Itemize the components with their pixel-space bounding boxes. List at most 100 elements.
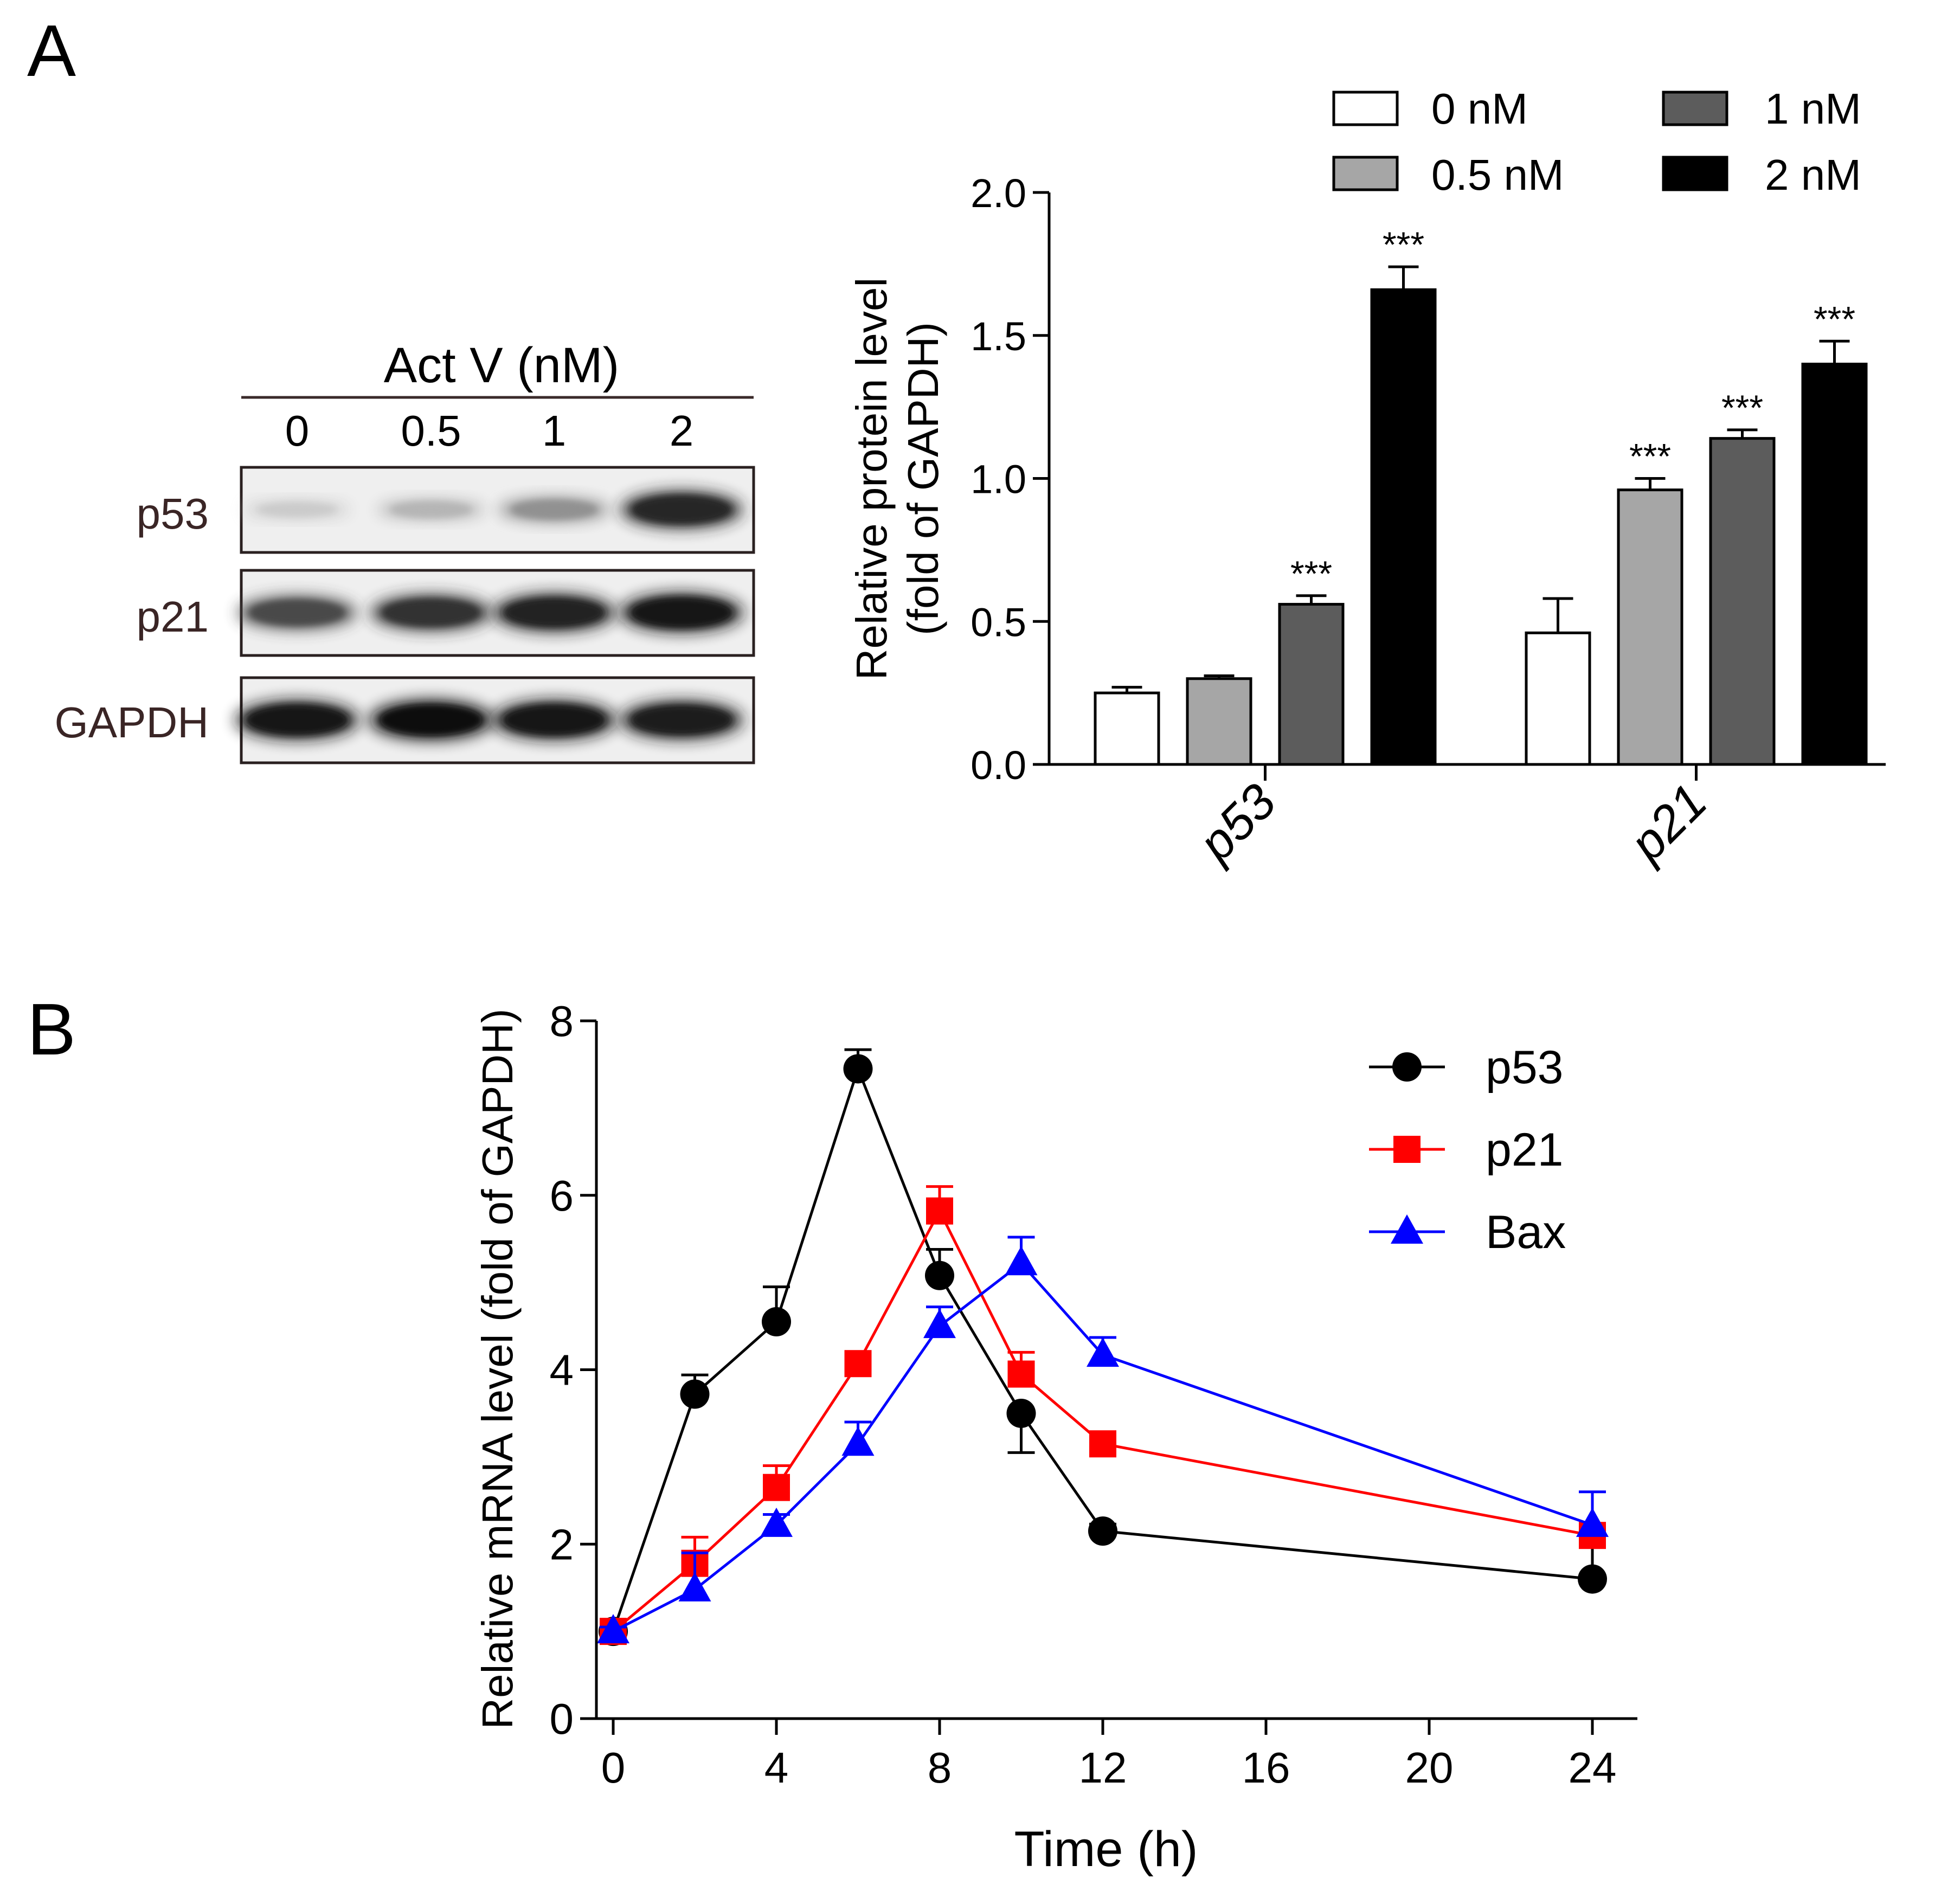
legend-marker-bax (1391, 1214, 1423, 1244)
legend-label: 0.5 nM (1431, 151, 1564, 199)
bar-y-tick-label: 1.0 (970, 457, 1026, 502)
point-p53 (1006, 1398, 1036, 1428)
bar-x-tick-label: p53 (1187, 774, 1287, 873)
series-line-p53 (612, 1065, 1593, 1632)
point-p53 (1088, 1516, 1117, 1546)
western-blot: Act V (nM) 0 0.5 1 2 p53 p21 GAPDH (55, 338, 755, 764)
bar-p21-0nM (1525, 631, 1591, 766)
line-x-tick-label: 24 (1569, 1744, 1617, 1792)
point-bax (923, 1309, 956, 1339)
blot-band-core (631, 597, 732, 628)
legend-label: 1 nM (1765, 85, 1861, 133)
blot-band-core (390, 501, 472, 518)
point-p21 (763, 1474, 790, 1501)
line-x-tick-label: 12 (1079, 1744, 1127, 1792)
blot-row-label: p53 (137, 490, 209, 538)
legend-swatch (1662, 156, 1728, 191)
bar-legend: 0 nM 0.5 nM 1 nM 2 nM (1332, 85, 1861, 199)
line-y-label: Relative mRNA level (fold of GAPDH) (473, 1008, 522, 1729)
blot-band-core (504, 598, 604, 627)
series-line-bax (612, 1261, 1593, 1633)
legend-label: Bax (1486, 1206, 1566, 1258)
point-bax (841, 1426, 875, 1456)
bar-p21-2nM (1801, 363, 1868, 766)
lane-label: 2 (670, 407, 694, 455)
bar-p21-05nM (1617, 488, 1683, 766)
bar-significance: *** (1629, 436, 1671, 477)
panel-label-a: A (27, 10, 76, 92)
bar-significance: *** (1721, 388, 1763, 428)
blot-band-core (249, 600, 345, 626)
bar-p53-2nM (1370, 288, 1437, 766)
legend-label: 2 nM (1765, 151, 1861, 199)
point-p53 (680, 1379, 710, 1409)
line-x-tick-label: 8 (928, 1744, 952, 1792)
point-bax (1087, 1337, 1119, 1367)
blot-band-core (503, 705, 605, 735)
bar-p21-1nM (1709, 437, 1776, 766)
bar-significance: *** (1383, 224, 1424, 265)
bar-y-tick-label: 0.0 (970, 743, 1026, 788)
bar-y-tick-label: 1.5 (970, 314, 1026, 359)
panel-label-b: B (27, 988, 76, 1070)
bar-y-tick-label: 2.0 (970, 171, 1026, 216)
point-bax (678, 1572, 711, 1601)
lane-label: 0.5 (401, 407, 461, 455)
line-x-tick-label: 20 (1405, 1744, 1454, 1792)
point-bax (760, 1507, 793, 1537)
line-y-tick-label: 0 (550, 1695, 574, 1743)
legend-label: p21 (1486, 1124, 1564, 1176)
point-p53 (925, 1260, 954, 1290)
bar-y-tick-label: 0.5 (970, 600, 1026, 645)
line-x-tick-label: 16 (1242, 1744, 1290, 1792)
blot-row-label: p21 (137, 593, 209, 641)
line-y-tick-label: 8 (550, 997, 574, 1045)
bar-p53-05nM (1186, 677, 1252, 766)
point-bax (1576, 1507, 1609, 1537)
series-line-p21 (612, 1208, 1593, 1633)
point-p21 (844, 1350, 872, 1378)
lane-label: 1 (542, 407, 567, 455)
bar-y-label: Relative protein level (847, 278, 896, 680)
lane-label: 0 (285, 407, 310, 455)
legend-swatch (1662, 91, 1728, 126)
point-p53 (762, 1307, 791, 1337)
line-y-tick-label: 4 (550, 1346, 574, 1394)
bar-p53-1nM (1278, 603, 1345, 766)
legend-swatch (1332, 91, 1399, 126)
legend-marker-p21 (1393, 1136, 1421, 1163)
line-legend: p53 p21 Bax (1369, 1041, 1566, 1258)
line-x-tick-label: 4 (764, 1744, 789, 1792)
bar-y-label-2: (fold of GAPDH) (899, 322, 947, 635)
point-bax (1005, 1246, 1038, 1276)
blot-band-core (258, 503, 337, 517)
blot-band-core (511, 500, 597, 519)
blot-band-core (247, 705, 348, 735)
line-x-tick-label: 0 (601, 1744, 626, 1792)
bar-significance: *** (1814, 299, 1855, 339)
line-y-tick-label: 6 (550, 1172, 574, 1220)
bar-x-tick-label: p21 (1618, 774, 1718, 873)
point-bax (597, 1614, 629, 1644)
blot-band-core (632, 495, 731, 524)
point-p21 (926, 1197, 953, 1225)
blot-band-core (382, 599, 480, 627)
point-p53 (1578, 1564, 1607, 1594)
bar-chart: 0.0 0.5 1.0 1.5 2.0 p53 p21 *** *** *** *** *** Re… (847, 85, 1886, 873)
legend-label: p53 (1486, 1041, 1564, 1093)
legend-swatch (1332, 156, 1399, 191)
bar-significance: *** (1290, 554, 1332, 594)
point-p53 (843, 1054, 873, 1084)
blot-band-core (380, 704, 482, 736)
line-x-label: Time (h) (1014, 1822, 1198, 1877)
legend-label: 0 nM (1431, 85, 1528, 133)
legend-marker-p53 (1392, 1052, 1422, 1082)
blot-row-label: GAPDH (55, 698, 209, 747)
blot-band-core (631, 705, 732, 735)
bar-p53-0nM (1094, 691, 1160, 766)
line-y-tick-label: 2 (550, 1520, 574, 1568)
blot-title: Act V (nM) (384, 338, 619, 393)
point-p21 (1007, 1360, 1035, 1388)
